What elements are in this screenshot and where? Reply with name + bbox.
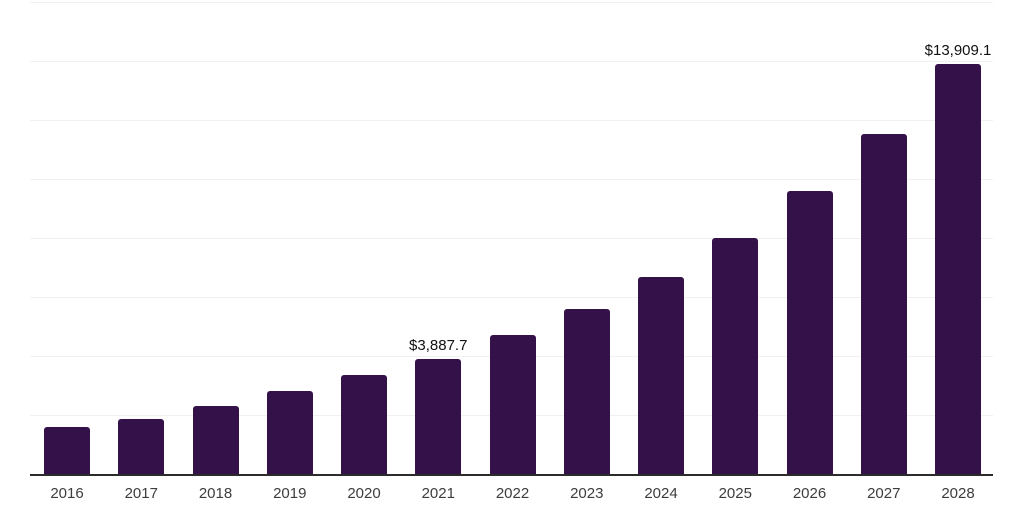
bar-2026 [786,190,833,474]
x-axis-line [30,474,993,476]
bar-2028 [935,63,981,474]
gridline [30,120,993,121]
x-tick-label-2028: 2028 [941,485,975,502]
data-label-2028: $13,909.1 [924,41,992,59]
bar-2023 [563,309,610,474]
x-tick-label-2023: 2023 [570,485,604,502]
x-tick-label-2017: 2017 [124,485,158,502]
gridline [30,2,993,3]
x-tick-label-2027: 2027 [867,485,901,502]
x-tick-label-2026: 2026 [792,485,827,502]
gridline [30,297,993,298]
bar-2016 [44,426,90,474]
bar-2025 [712,238,759,474]
x-tick-label-2021: 2021 [421,485,455,502]
bar-2018 [192,405,239,474]
bar-2021 [415,359,462,474]
bar-2027 [860,134,907,474]
bar-2017 [118,418,165,474]
x-tick-label-2018: 2018 [198,485,233,502]
bar-2022 [489,335,536,474]
x-tick-label-2024: 2024 [644,485,678,502]
gridline [30,238,993,239]
x-tick-label-2016: 2016 [50,485,84,502]
data-label-2021: $3,887.7 [409,337,468,355]
x-tick-label-2022: 2022 [495,485,530,502]
x-tick-label-2019: 2019 [273,485,307,502]
x-tick-label-2025: 2025 [718,485,752,502]
gridline [30,179,993,180]
bar-2019 [266,390,313,474]
bar-2024 [638,276,684,474]
x-axis: 2016 2017 2018 2019 2020 2021 2022 2023 2024 2025… [30,485,993,505]
gridline [30,61,993,62]
x-tick-label-2020: 2020 [347,485,381,502]
plot-area: $3,887.7 $13,909.1 [30,2,993,474]
bar-2020 [341,374,387,474]
